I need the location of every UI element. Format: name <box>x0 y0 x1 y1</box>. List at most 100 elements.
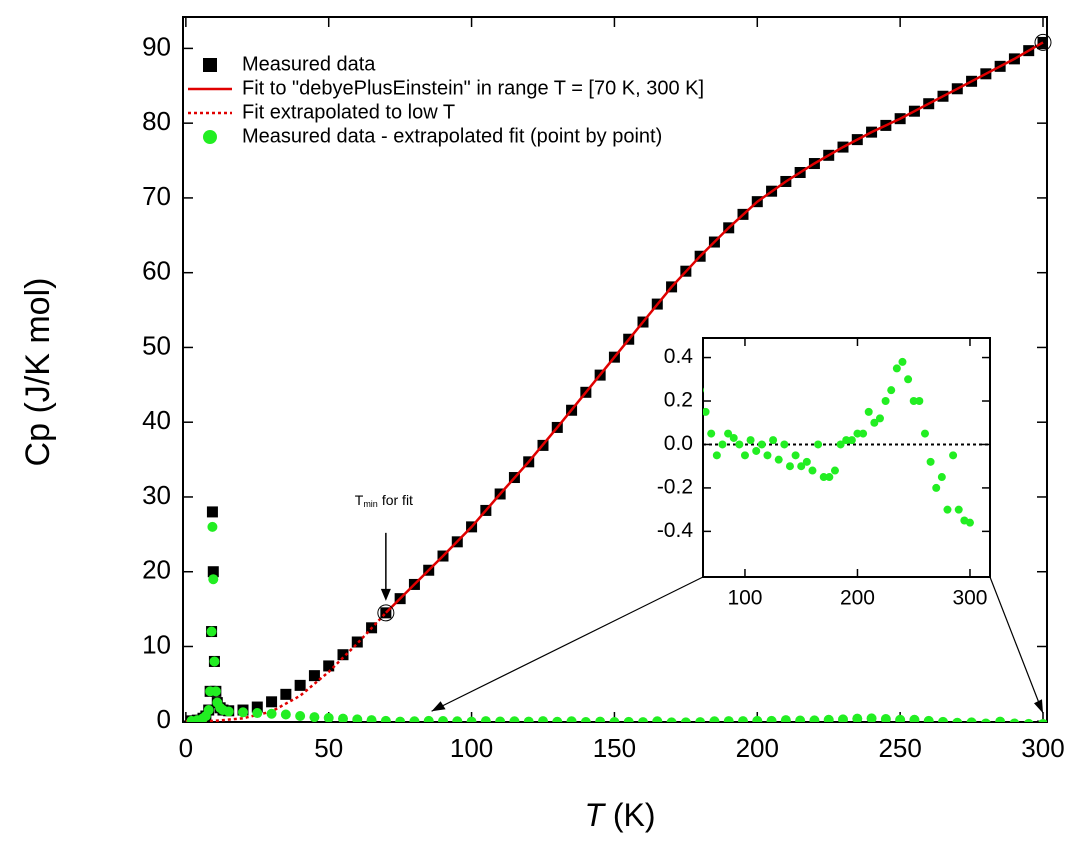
y-tick-label: 80 <box>142 106 171 136</box>
range-marker <box>377 604 395 622</box>
residual-point <box>210 686 221 697</box>
main-series <box>185 36 1047 722</box>
residual-point <box>209 656 220 667</box>
residual-point <box>707 429 716 438</box>
inset-x-tick-label: 200 <box>840 587 875 610</box>
residual-point <box>809 715 820 722</box>
residual-point <box>338 713 348 722</box>
residual-point <box>952 717 963 722</box>
inset-pointer-head <box>431 701 446 712</box>
residual-point <box>452 716 463 722</box>
residual-point <box>523 716 534 722</box>
residual-point <box>780 715 791 722</box>
residual-point <box>819 473 828 482</box>
residual-point <box>830 466 839 475</box>
residual-point <box>870 418 879 427</box>
residual-point <box>280 709 291 720</box>
residual-point <box>609 717 620 722</box>
x-tick-label: 0 <box>179 733 193 763</box>
residual-point <box>668 245 676 253</box>
inset-y-tick-label: 0.2 <box>664 389 693 412</box>
x-tick-label: 50 <box>314 733 343 763</box>
residual-point <box>954 505 963 514</box>
residual-point <box>223 706 234 717</box>
inset-frame <box>702 337 991 578</box>
residual-point <box>995 716 1006 722</box>
residual-point <box>645 158 653 166</box>
residual-point <box>309 712 320 722</box>
residual-point <box>752 715 763 722</box>
annotation-rest: for fit <box>382 492 413 508</box>
annotation: Tmin for fit <box>355 492 413 510</box>
residual-point <box>965 518 974 527</box>
residual-point <box>898 357 907 366</box>
residual-point <box>866 713 877 722</box>
data-square <box>251 701 263 713</box>
residual-point <box>847 436 856 445</box>
residual-point <box>774 455 783 464</box>
residual-point <box>887 386 896 395</box>
residual-point <box>1024 718 1034 722</box>
residual-point <box>981 718 991 722</box>
x-tick-label: 300 <box>1021 733 1064 763</box>
residual-point <box>295 711 306 722</box>
annotation-subscript: min <box>363 499 378 509</box>
residual-point <box>892 364 901 373</box>
residual-point <box>509 716 520 722</box>
x-axis-label-unit: (K) <box>613 797 656 833</box>
annotation-symbol: T <box>355 492 364 508</box>
y-tick-label: 0 <box>157 704 171 734</box>
inset-pointer-head <box>1034 699 1043 714</box>
residual-point <box>729 433 738 442</box>
residual-point <box>808 466 817 475</box>
residual-point <box>880 714 891 722</box>
y-tick-label: 50 <box>142 330 171 360</box>
residual-point <box>853 429 862 438</box>
residual-point <box>642 49 650 57</box>
residual-point <box>1038 718 1047 722</box>
extrapolated-line <box>185 611 387 722</box>
residual-point <box>859 429 868 438</box>
residual-point <box>552 716 563 722</box>
residual-point <box>842 436 851 445</box>
residual-point <box>904 375 913 384</box>
residual-point <box>566 716 577 722</box>
residual-point <box>633 408 641 416</box>
residual-point <box>466 716 477 722</box>
residual-point <box>825 473 834 482</box>
residual-point <box>438 716 448 722</box>
inset-series <box>633 49 974 527</box>
legend-label: Measured data - extrapolated fit (point … <box>242 125 662 147</box>
data-square <box>266 696 278 708</box>
residual-point <box>780 440 789 449</box>
residual-point <box>814 440 823 449</box>
residual-point <box>923 715 934 722</box>
residual-point <box>395 716 406 722</box>
residual-point <box>966 717 977 722</box>
inset-y-tick-label: -0.2 <box>657 475 693 498</box>
residual-point <box>637 115 645 123</box>
residual-point <box>797 462 806 471</box>
residual-point <box>652 716 663 722</box>
residual-point <box>881 397 890 406</box>
data-square <box>351 636 363 648</box>
residual-point <box>852 713 863 722</box>
inset-y-tick-label: 0.4 <box>664 345 694 368</box>
residual-point <box>763 451 772 460</box>
residual-point <box>746 436 755 445</box>
residual-point <box>802 457 811 466</box>
residual-point <box>643 115 651 123</box>
residual-point <box>695 717 706 722</box>
residual-point <box>752 446 761 455</box>
x-tick-label: 150 <box>593 733 636 763</box>
residual-point <box>657 201 665 209</box>
annotation-arrowhead <box>380 588 391 601</box>
residual-point <box>735 440 744 449</box>
residual-point <box>409 716 420 722</box>
residual-point <box>679 321 687 329</box>
residual-point <box>703 387 704 393</box>
y-axis-label: Cp (J/K mol) <box>19 278 57 467</box>
residual-point <box>785 462 794 471</box>
y-tick-label: 40 <box>142 405 171 435</box>
residual-point <box>595 716 606 722</box>
